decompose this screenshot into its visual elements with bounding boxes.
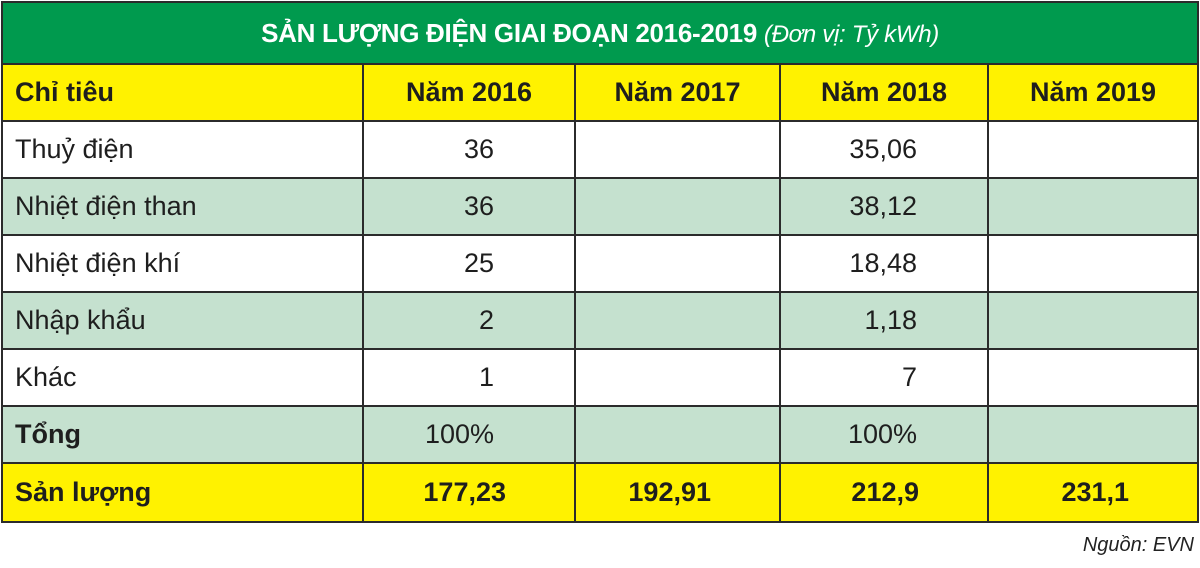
cell-2019 (986, 291, 1200, 350)
total-2019: 231,1 (986, 462, 1200, 523)
row-label: Thuỷ điện (1, 120, 364, 179)
header-2016: Năm 2016 (362, 63, 576, 122)
row-label: Khác (1, 348, 364, 407)
cell-2019 (986, 348, 1200, 407)
table-title-row: SẢN LƯỢNG ĐIỆN GIAI ĐOẠN 2016-2019 (Đơn … (0, 1, 1200, 65)
cell-2019 (986, 405, 1200, 464)
row-label: Nhiệt điện than (1, 177, 364, 236)
total-output-row: Sản lượng 177,23 192,91 212,9 231,1 (1, 462, 1200, 523)
cell-2016: 25 (362, 234, 576, 293)
cell-2016: 1 (362, 348, 576, 407)
cell-2017 (574, 234, 781, 293)
header-indicator: Chỉ tiêu (1, 63, 364, 122)
cell-2018: 7 (779, 348, 989, 407)
table-title: SẢN LƯỢNG ĐIỆN GIAI ĐOẠN 2016-2019 (Đơn … (0, 1, 1200, 65)
row-label: Nhiệt điện khí (1, 234, 364, 293)
cell-2016: 36 (362, 177, 576, 236)
header-2019: Năm 2019 (986, 63, 1200, 122)
cell-2019 (986, 120, 1200, 179)
table-row: Nhập khẩu 2 1,18 (1, 291, 1200, 350)
cell-2017 (574, 120, 781, 179)
cell-2016: 36 (362, 120, 576, 179)
total-2016: 177,23 (362, 462, 576, 523)
table-row: Nhiệt điện than 36 38,12 (1, 177, 1200, 236)
row-label: Nhập khẩu (1, 291, 364, 350)
cell-2018: 18,48 (779, 234, 989, 293)
cell-2019 (986, 234, 1200, 293)
table-row-sum: Tổng 100% 100% (1, 405, 1200, 464)
electricity-output-table: SẢN LƯỢNG ĐIỆN GIAI ĐOẠN 2016-2019 (Đơn … (0, 1, 1200, 523)
header-2017: Năm 2017 (574, 63, 781, 122)
total-2017: 192,91 (574, 462, 781, 523)
row-label: Tổng (1, 405, 364, 464)
cell-2017 (574, 291, 781, 350)
title-unit: (Đơn vị: Tỷ kWh) (763, 20, 939, 48)
table-row: Khác 1 7 (1, 348, 1200, 407)
table-row: Thuỷ điện 36 35,06 (1, 120, 1200, 179)
row-label: Sản lượng (1, 462, 364, 523)
table-row: Nhiệt điện khí 25 18,48 (1, 234, 1200, 293)
total-2018: 212,9 (779, 462, 989, 523)
cell-2019 (986, 177, 1200, 236)
cell-2018: 1,18 (779, 291, 989, 350)
source-note: Nguồn: EVN (1082, 534, 1194, 556)
cell-2017 (574, 177, 781, 236)
header-row: Chỉ tiêu Năm 2016 Năm 2017 Năm 2018 Năm … (1, 63, 1200, 122)
cell-2018: 38,12 (779, 177, 989, 236)
cell-2016: 2 (362, 291, 576, 350)
title-main: SẢN LƯỢNG ĐIỆN GIAI ĐOẠN 2016-2019 (261, 17, 757, 48)
cell-2018: 35,06 (779, 120, 989, 179)
header-2018: Năm 2018 (779, 63, 989, 122)
cell-2016: 100% (362, 405, 576, 464)
cell-2018: 100% (779, 405, 989, 464)
cell-2017 (574, 348, 781, 407)
cell-2017 (574, 405, 781, 464)
